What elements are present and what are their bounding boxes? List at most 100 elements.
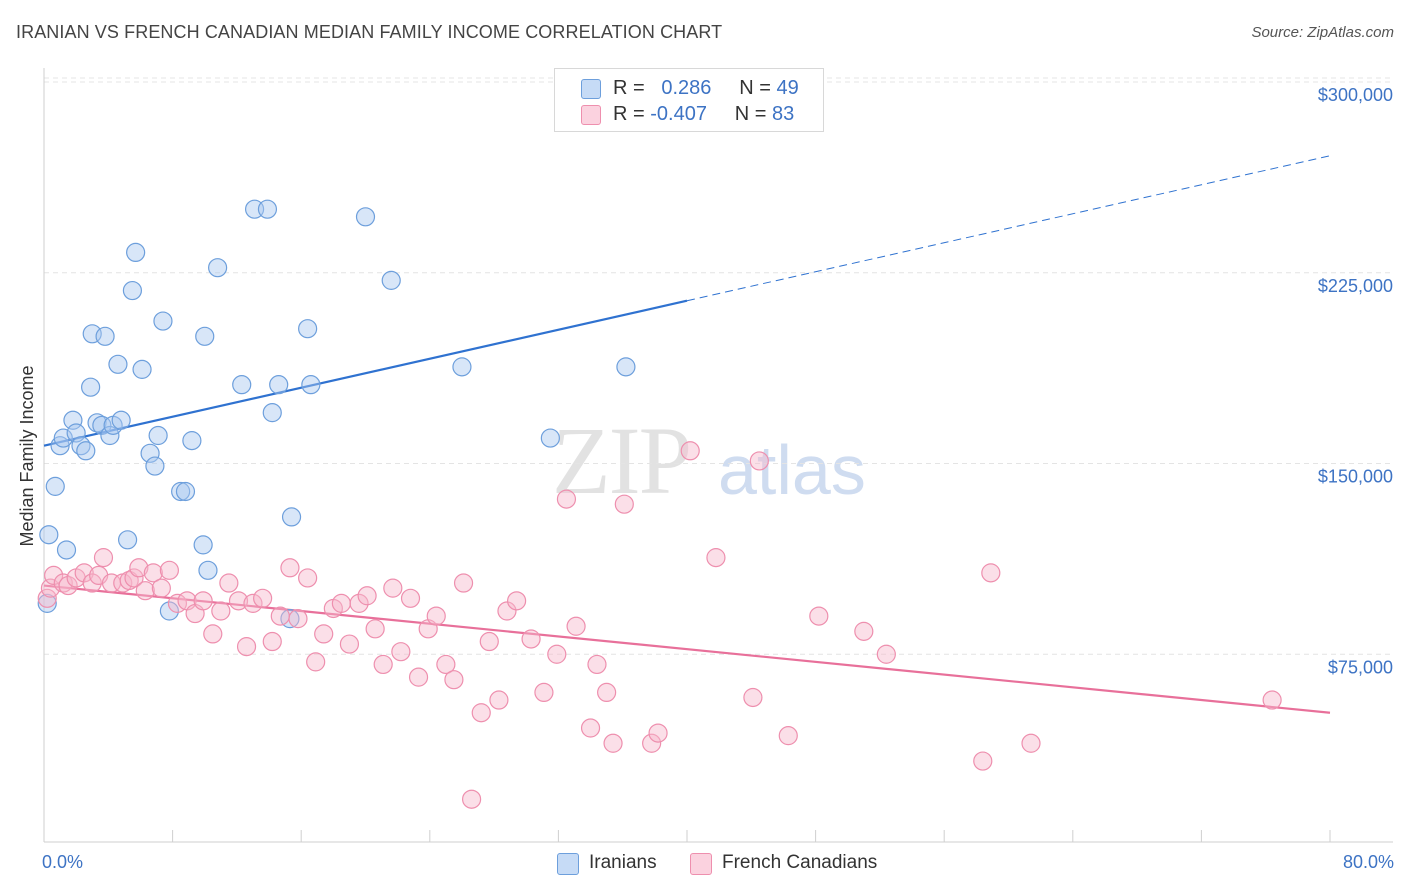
data-point (778, 726, 798, 746)
data-point (453, 573, 474, 593)
data-point (408, 667, 429, 687)
data-point (76, 441, 96, 461)
data-point (122, 280, 143, 301)
y-axis-label: Median Family Income (17, 365, 37, 546)
data-point (436, 654, 456, 675)
data-point (540, 428, 560, 448)
data-point (461, 789, 482, 809)
data-point (1021, 733, 1041, 753)
data-point (547, 644, 567, 664)
legend-n-value: 49 (776, 77, 799, 99)
data-point (642, 733, 662, 753)
axes (43, 68, 1393, 843)
data-point (198, 560, 218, 580)
data-point (556, 489, 577, 509)
data-point (452, 357, 472, 377)
series-swatch-french-canadians (690, 853, 712, 875)
legend-n-label: N = (739, 77, 777, 99)
data-point (171, 481, 191, 502)
data-point (400, 588, 421, 608)
legend-r-label: R = (613, 103, 651, 125)
data-point (365, 619, 385, 639)
data-point (140, 443, 160, 463)
data-point (383, 578, 403, 598)
data-point (159, 601, 179, 621)
series-iranians (37, 199, 636, 629)
data-point (680, 441, 700, 461)
data-point (145, 456, 165, 476)
data-point (616, 357, 636, 377)
data-point (117, 530, 138, 550)
data-point (159, 560, 179, 580)
data-point (193, 535, 213, 555)
data-point (93, 548, 114, 568)
data-point (208, 258, 228, 278)
data-point (236, 637, 257, 657)
data-point (82, 573, 102, 593)
data-point (44, 565, 64, 586)
data-point (349, 593, 369, 613)
data-point (39, 525, 59, 545)
data-point (1262, 690, 1282, 710)
series-legend: Iranians French Canadians (0, 852, 1406, 878)
trend-line-extension-iranians (686, 155, 1331, 302)
data-point (706, 548, 726, 568)
data-point (298, 568, 318, 588)
data-point (182, 431, 202, 451)
data-point (243, 593, 263, 613)
data-point (301, 375, 321, 395)
data-point (391, 642, 411, 662)
data-point (489, 690, 509, 710)
data-point (809, 606, 829, 626)
x-tick-label: 0.0% (42, 852, 83, 872)
data-point (58, 575, 78, 596)
data-point (56, 540, 77, 560)
data-point (973, 751, 993, 771)
data-point (280, 558, 300, 578)
data-point (143, 563, 163, 583)
data-point (381, 270, 401, 290)
data-point (270, 606, 290, 626)
y-tick-label: $225,000 (1318, 276, 1393, 296)
correlation-legend: R = 0.286 N = 49 R = -0.407 N = 83 (554, 68, 824, 132)
data-point (37, 593, 57, 613)
data-point (135, 581, 155, 601)
series-label-french-canadians: French Canadians (722, 852, 878, 873)
data-point (981, 563, 1001, 583)
data-point (148, 425, 168, 446)
trend-line-iranians (43, 299, 688, 447)
data-point (749, 451, 769, 471)
data-point (74, 563, 94, 583)
data-point (175, 481, 196, 502)
data-point (288, 609, 308, 629)
data-point (111, 410, 131, 430)
data-point (743, 687, 763, 708)
legend-r-label: R = (613, 77, 651, 99)
watermark-atlas: atlas (718, 431, 866, 509)
y-tick-label: $300,000 (1318, 85, 1393, 105)
data-point (81, 377, 101, 397)
data-point (587, 654, 607, 675)
data-point (63, 410, 83, 430)
data-point (232, 375, 252, 395)
series-label-iranians: Iranians (589, 852, 657, 873)
data-point (108, 354, 128, 374)
legend-n-value: 83 (772, 103, 795, 125)
data-point (203, 624, 223, 644)
data-point (45, 476, 65, 496)
y-tick-label: $150,000 (1318, 467, 1393, 487)
data-point (262, 403, 282, 423)
data-point (521, 629, 541, 649)
data-point (306, 652, 326, 672)
data-point (257, 199, 278, 219)
legend-swatch-french-canadians (581, 105, 601, 125)
y-tick-label: $75,000 (1328, 657, 1393, 677)
chart-source: Source: ZipAtlas.com (1251, 24, 1394, 41)
data-point (129, 558, 149, 578)
data-point (269, 375, 289, 395)
data-point (444, 670, 464, 690)
data-point (597, 682, 617, 703)
data-point (262, 631, 282, 652)
data-point (151, 578, 171, 598)
data-point (95, 326, 115, 346)
